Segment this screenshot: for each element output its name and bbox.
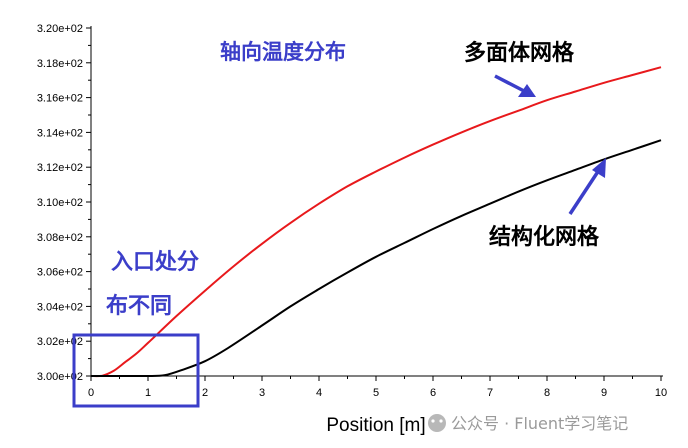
y-tick-label: 3.04e+02 — [37, 301, 83, 313]
annotation-inlet-line2: 布不同 — [106, 293, 172, 319]
x-tick-label: 8 — [544, 387, 550, 399]
x-tick-label: 1 — [145, 387, 151, 399]
series-line-2 — [91, 139, 662, 378]
arrow-to-structured-curve — [568, 158, 606, 215]
y-tick-label: 3.10e+02 — [37, 197, 83, 209]
annotation-title: 轴向温度分布 — [220, 40, 346, 64]
y-tick-label: 3.20e+02 — [37, 23, 83, 35]
watermark-text: 公众号 · Fluent学习笔记 — [451, 414, 628, 433]
y-tick-label: 3.06e+02 — [37, 267, 83, 279]
inlet-highlight-box — [72, 333, 200, 408]
x-tick-label: 6 — [430, 387, 436, 399]
arrow-head — [592, 158, 606, 178]
y-tick-label: 3.18e+02 — [37, 58, 83, 70]
y-axis-ticks: 3.00e+02 3.02e+02 3.04e+02 3.06e+02 3.08e+02… — [37, 23, 91, 383]
y-tick-label: 3.00e+02 — [37, 371, 83, 383]
y-tick-label: 3.02e+02 — [37, 336, 83, 348]
y-tick-label: 3.16e+02 — [37, 93, 83, 105]
annotation-structured-mesh: 结构化网格 — [489, 224, 600, 250]
axes — [90, 26, 663, 377]
y-tick-label: 3.14e+02 — [37, 127, 83, 139]
x-tick-label: 7 — [487, 387, 493, 399]
arrow-to-polyhedral-curve — [494, 74, 536, 97]
x-tick-label: 9 — [601, 387, 607, 399]
x-axis-label: Position [m] — [326, 415, 425, 436]
y-tick-label: 3.08e+02 — [37, 232, 83, 244]
arrow-shaft — [494, 74, 527, 94]
annotation-inlet-line1: 入口处分 — [111, 249, 199, 275]
series-layer — [90, 66, 662, 378]
watermark: 公众号 · Fluent学习笔记 — [428, 414, 628, 433]
annotation-polyhedral-mesh: 多面体网格 — [464, 40, 575, 66]
x-tick-label: 10 — [655, 387, 667, 399]
wechat-icon — [428, 414, 446, 432]
x-tick-label: 2 — [202, 387, 208, 399]
y-tick-label: 3.12e+02 — [37, 162, 83, 174]
x-tick-label: 4 — [316, 387, 322, 399]
x-tick-label: 0 — [88, 387, 94, 399]
x-axis-ticks: 0 1 2 3 4 5 6 7 8 9 10 — [88, 376, 667, 399]
series-line-1 — [90, 66, 662, 378]
arrow-head — [518, 84, 536, 97]
x-tick-label: 5 — [373, 387, 379, 399]
x-tick-label: 3 — [259, 387, 265, 399]
arrow-shaft — [568, 169, 601, 215]
